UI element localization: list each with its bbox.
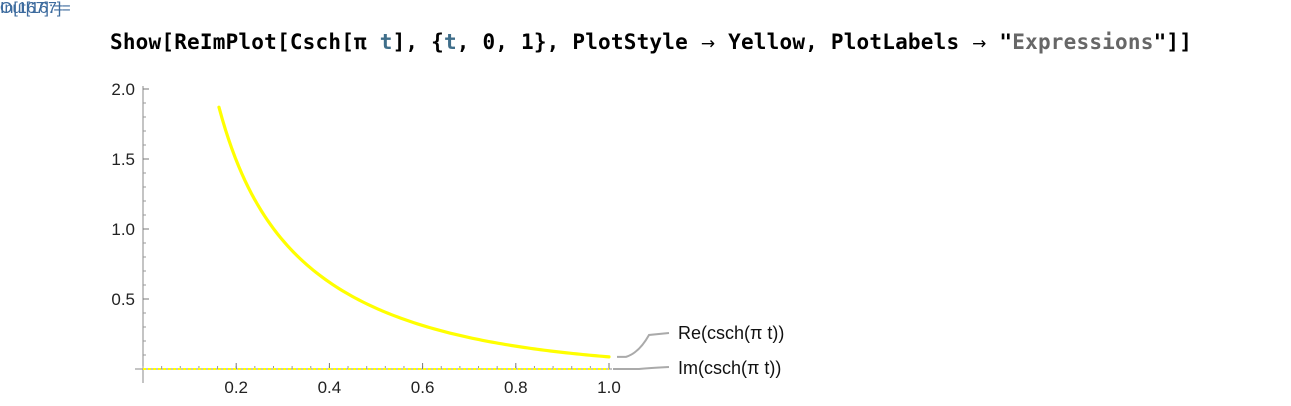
code-token: → xyxy=(700,34,716,54)
code-token: [ xyxy=(341,30,355,54)
code-token: ReImPlot xyxy=(174,30,277,54)
code-token: [ xyxy=(276,30,290,54)
code-token: " xyxy=(986,30,1013,54)
x-tick-label: 1.0 xyxy=(597,378,621,397)
input-code[interactable]: Show[ReImPlot[Csch[π t], {t, 0, 1}, Plot… xyxy=(110,30,1192,54)
code-token: Yellow, PlotLabels xyxy=(715,30,973,54)
code-token: Show xyxy=(110,30,162,54)
series-line-re xyxy=(217,105,611,359)
code-token: , 0, 1}, PlotStyle xyxy=(456,30,701,54)
x-tick-label: 0.4 xyxy=(318,378,342,397)
code-token: ], { xyxy=(392,30,444,54)
re-callout-line xyxy=(617,332,670,358)
code-token: t xyxy=(379,30,393,54)
code-token: [ xyxy=(161,30,175,54)
im-callout-line xyxy=(613,366,670,370)
series-label-im: Im(csch(π t)) xyxy=(678,358,781,378)
series-label-re: Re(csch(π t)) xyxy=(678,323,784,343)
y-tick-label: 1.0 xyxy=(111,220,135,239)
code-token: "]] xyxy=(1153,30,1193,54)
output-cell-label: Out[167]= xyxy=(0,0,71,17)
code-token: Csch xyxy=(289,30,342,54)
x-tick-label: 0.8 xyxy=(504,378,528,397)
plot-labels: Re(csch(π t)) Im(csch(π t)) xyxy=(613,323,784,378)
y-tick-label: 2.0 xyxy=(111,80,135,99)
y-tick-label: 1.5 xyxy=(111,150,135,169)
x-tick-label: 0.6 xyxy=(411,378,435,397)
x-tick-label: 0.2 xyxy=(224,378,248,397)
plot-series xyxy=(143,105,611,370)
plot-axes: 0.2 0.4 0.6 0.8 1.0 0.5 1.0 1.5 2.0 xyxy=(111,80,620,397)
code-token: π xyxy=(354,30,380,54)
input-cell-label: In[167]:= xyxy=(0,0,63,17)
code-token: t xyxy=(443,30,457,54)
code-token: Expressions xyxy=(1012,30,1154,54)
y-tick-label: 0.5 xyxy=(111,290,135,309)
code-token: → xyxy=(972,34,987,54)
